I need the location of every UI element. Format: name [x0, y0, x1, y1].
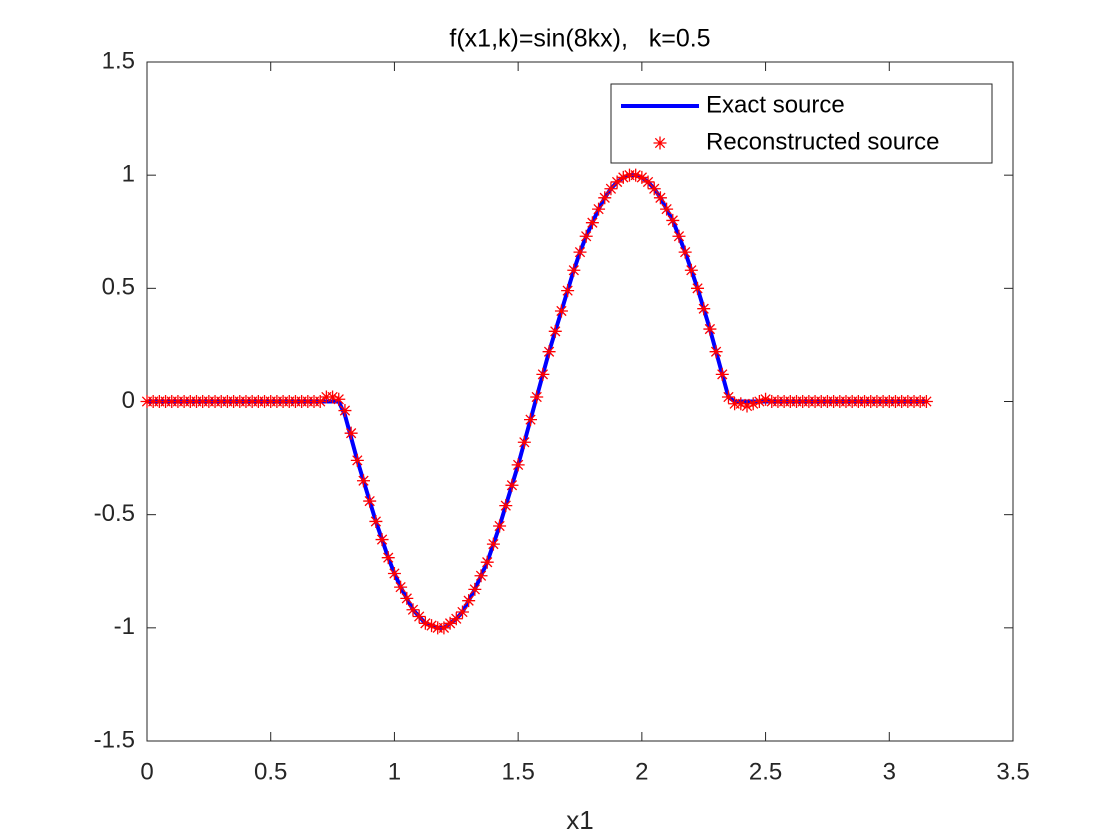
marker [647, 182, 661, 196]
marker [561, 284, 575, 298]
marker [455, 605, 469, 619]
y-tick-label: 1.5 [102, 47, 135, 74]
marker [449, 612, 463, 626]
marker [554, 304, 568, 318]
legend-label: Exact source [706, 91, 845, 118]
marker [740, 399, 754, 413]
x-tick-label: 2 [635, 758, 648, 785]
marker [400, 591, 414, 605]
marker [715, 367, 729, 381]
marker [375, 533, 389, 547]
marker [437, 621, 451, 635]
marker [412, 610, 426, 624]
marker [313, 395, 327, 408]
marker [684, 263, 698, 277]
y-tick-label: -0.5 [94, 500, 135, 527]
x-tick-label: 3.5 [996, 758, 1029, 785]
marker [406, 603, 420, 617]
marker [919, 395, 933, 408]
marker [610, 175, 624, 189]
marker [709, 345, 723, 359]
marker [332, 392, 346, 406]
marker [592, 202, 606, 216]
marker [666, 213, 680, 227]
y-tick-label: 1 [122, 161, 135, 188]
marker [486, 537, 500, 551]
marker [598, 191, 612, 205]
marker [418, 616, 432, 630]
marker [425, 619, 439, 633]
marker [641, 175, 655, 189]
marker [536, 367, 550, 381]
marker [344, 426, 358, 440]
marker [759, 392, 773, 406]
marker [604, 182, 618, 196]
marker [480, 555, 494, 569]
marker [567, 263, 581, 277]
marker [338, 404, 352, 418]
marker [548, 324, 562, 338]
x-tick-label: 3 [883, 758, 896, 785]
marker [511, 458, 525, 472]
marker [381, 551, 395, 565]
marker [678, 245, 692, 259]
marker [703, 322, 717, 336]
marker [653, 191, 667, 205]
marker [697, 302, 711, 316]
marker [468, 582, 482, 596]
marker [746, 397, 760, 411]
marker [542, 345, 556, 359]
marker [369, 514, 383, 528]
x-tick-label: 1 [388, 758, 401, 785]
marker [387, 567, 401, 581]
y-tick-label: 0 [122, 387, 135, 414]
y-tick-label: 0.5 [102, 274, 135, 301]
marker [721, 390, 735, 404]
marker [734, 397, 748, 411]
marker [350, 453, 364, 467]
marker [357, 474, 370, 488]
x-tick-label: 2.5 [749, 758, 782, 785]
marker [462, 594, 476, 608]
marker [326, 390, 340, 404]
marker [493, 519, 507, 533]
marker [363, 494, 377, 508]
marker [579, 229, 593, 243]
marker [443, 616, 457, 630]
marker [499, 499, 513, 513]
legend-marker [653, 136, 667, 150]
marker [573, 245, 587, 259]
marker [585, 216, 599, 230]
chart-title: f(x1,k)=sin(8kx), k=0.5 [449, 25, 710, 53]
marker [530, 390, 544, 404]
marker [691, 281, 705, 295]
y-tick-label: -1.5 [94, 726, 135, 753]
x-axis-label: x1 [566, 805, 593, 835]
marker [474, 569, 488, 583]
y-tick-label: -1 [114, 613, 135, 640]
marker [616, 170, 630, 184]
marker [517, 435, 531, 449]
marker [524, 413, 538, 427]
legend-label: Reconstructed source [706, 128, 939, 155]
marker [629, 168, 643, 182]
x-tick-label: 0 [140, 758, 153, 785]
marker [660, 202, 674, 216]
marker [505, 478, 519, 492]
marker [394, 580, 408, 594]
legend-box [610, 83, 993, 164]
x-tick-label: 1.5 [501, 758, 534, 785]
marker [672, 229, 686, 243]
marker [752, 395, 766, 408]
marker [635, 170, 649, 184]
x-tick-label: 0.5 [254, 758, 287, 785]
